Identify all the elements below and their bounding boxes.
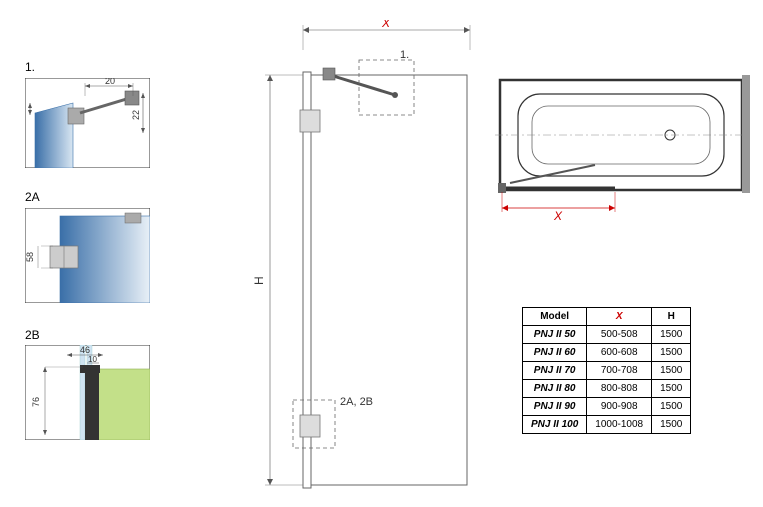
table-cell: 500-508 (587, 326, 652, 344)
table-cell: PNJ II 80 (523, 380, 587, 398)
bathtub-plan-drawing: X (490, 70, 755, 230)
svg-text:X: X (381, 20, 391, 30)
table-header-x: X (587, 308, 652, 326)
table-cell: PNJ II 60 (523, 344, 587, 362)
svg-text:H: H (252, 276, 266, 285)
table-cell: 1500 (652, 398, 691, 416)
svg-text:22: 22 (131, 110, 141, 120)
svg-text:10: 10 (88, 355, 97, 364)
table-cell: PNJ II 100 (523, 416, 587, 434)
table-cell: PNJ II 50 (523, 326, 587, 344)
table-cell: PNJ II 90 (523, 398, 587, 416)
svg-text:1.: 1. (400, 49, 409, 61)
table-header-h: H (652, 308, 691, 326)
svg-text:46: 46 (80, 345, 90, 355)
svg-text:58: 58 (25, 252, 35, 262)
table-cell: 1500 (652, 362, 691, 380)
svg-text:6: 6 (25, 107, 27, 112)
table-row: PNJ II 1001000-10081500 (523, 416, 691, 434)
table-row: PNJ II 70700-7081500 (523, 362, 691, 380)
detail-1-drawing: 20 6 22 (25, 78, 150, 168)
table-cell: PNJ II 70 (523, 362, 587, 380)
svg-text:X: X (553, 209, 563, 223)
svg-text:2A, 2B: 2A, 2B (340, 396, 373, 408)
main-elevation-drawing: X H 1. 2A, 2B (245, 20, 480, 500)
dimensions-table-container: Model X H PNJ II 50500-5081500PNJ II 606… (522, 307, 691, 434)
table-row: PNJ II 80800-8081500 (523, 380, 691, 398)
dimensions-table: Model X H PNJ II 50500-5081500PNJ II 606… (522, 307, 691, 434)
detail-2a-drawing: 58 (25, 208, 150, 303)
table-row: PNJ II 90900-9081500 (523, 398, 691, 416)
table-row: PNJ II 60600-6081500 (523, 344, 691, 362)
table-cell: 1500 (652, 380, 691, 398)
svg-text:76: 76 (31, 397, 41, 407)
table-cell: 600-608 (587, 344, 652, 362)
table-cell: 1500 (652, 326, 691, 344)
table-row: PNJ II 50500-5081500 (523, 326, 691, 344)
table-cell: 1500 (652, 416, 691, 434)
detail-2b-drawing: 46 10 76 (25, 345, 150, 440)
diagram-container: 1. 20 6 22 2A 58 2B (0, 0, 763, 507)
detail-2a-label: 2A (25, 190, 40, 204)
detail-1-label: 1. (25, 60, 35, 74)
table-cell: 900-908 (587, 398, 652, 416)
svg-text:20: 20 (105, 78, 115, 86)
table-cell: 1000-1008 (587, 416, 652, 434)
table-cell: 700-708 (587, 362, 652, 380)
table-cell: 800-808 (587, 380, 652, 398)
table-header-model: Model (523, 308, 587, 326)
table-cell: 1500 (652, 344, 691, 362)
detail-2b-label: 2B (25, 328, 40, 342)
